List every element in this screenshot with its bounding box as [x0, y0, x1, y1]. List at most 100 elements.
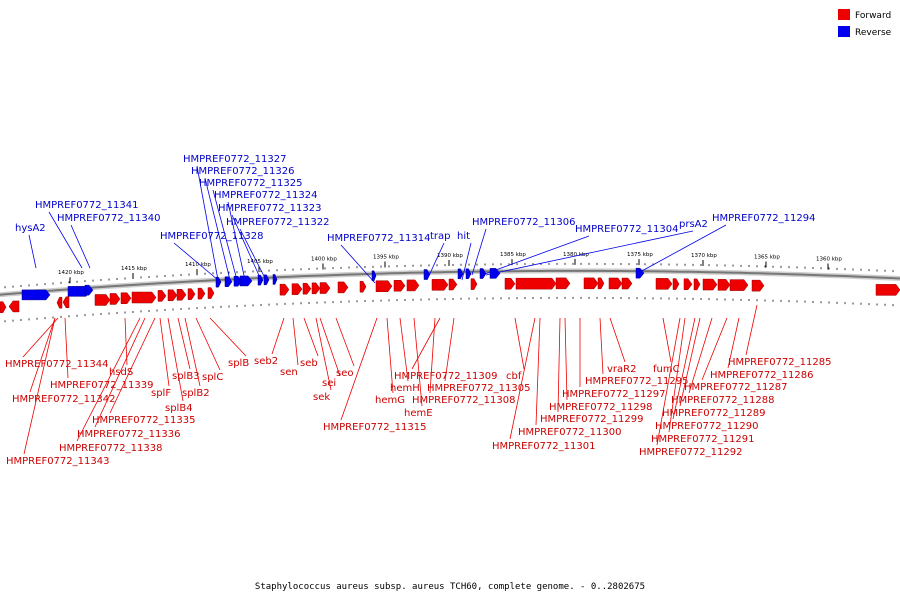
forward-leader-line [679, 317, 701, 407]
forward-gene-label-group: HMPREF0772_11309 [394, 317, 497, 382]
forward-gene-label-group: cbf [506, 317, 525, 382]
forward-gene-label-group: hsdS [109, 317, 133, 378]
forward-gene-label-group: HMPREF0772_11336 [77, 317, 180, 440]
forward-gene-label-group: splF [151, 317, 171, 399]
forward-gene-arrow [56, 296, 63, 309]
reverse-gene-label-group: HMPREF0772_11306 [471, 217, 575, 276]
forward-gene-label-group: HMPREF0772_11342 [12, 317, 115, 405]
scale-label: 1360 kbp [816, 256, 842, 262]
forward-gene-arrow [702, 278, 718, 291]
forward-gene-arrow [375, 280, 393, 292]
reverse-gene-label-group: HMPREF0772_11327 [183, 154, 286, 281]
forward-gene-label: HMPREF0772_11342 [12, 394, 115, 405]
reverse-gene-label: prsA2 [679, 219, 708, 230]
forward-gene-arrow [62, 296, 70, 308]
forward-gene-arrow [621, 277, 633, 290]
forward-gene-arrow [583, 277, 599, 290]
scale-label: 1380 kbp [563, 252, 589, 258]
forward-gene-label-group: HMPREF0772_11297 [562, 318, 665, 400]
forward-leader-line [335, 317, 355, 367]
legend-label: Forward [855, 11, 891, 21]
forward-gene-arrow [279, 283, 290, 296]
forward-gene-label: sen [280, 367, 298, 378]
reverse-gene-label: HMPREF0772_11294 [712, 213, 815, 224]
reverse-leader-line [28, 234, 37, 269]
forward-gene-label-group: sen [280, 317, 299, 378]
reverse-gene-label-group: trap [426, 231, 451, 281]
forward-leader-line [535, 317, 541, 426]
forward-gene-arrow [555, 277, 571, 290]
reverse-leader-line [239, 228, 267, 281]
forward-gene-label: HMPREF0772_11286 [710, 370, 813, 381]
reverse-leader-line [196, 165, 219, 281]
forward-leader-line [411, 317, 441, 370]
backbone-line [0, 269, 900, 296]
forward-gene-label-group: splB4 [165, 317, 193, 414]
forward-gene-arrow [197, 287, 206, 300]
forward-gene-label-group: hemE [404, 317, 433, 419]
reverse-gene-label: trap [430, 231, 451, 242]
forward-gene-label: splB3 [172, 371, 200, 382]
forward-gene-arrow [717, 279, 731, 291]
scale-label: 1405 kbp [247, 259, 273, 265]
forward-gene-label: HMPREF0772_11287 [684, 382, 787, 393]
reverse-gene-label-group: hysA2 [15, 223, 46, 269]
forward-gene-label-group: fumC [653, 317, 680, 375]
reverse-gene-arrow [224, 276, 233, 287]
reverse-leader-line [70, 224, 91, 269]
forward-leader-line [292, 317, 299, 366]
forward-gene-arrow [157, 290, 167, 302]
reverse-gene-arrow [263, 274, 270, 286]
forward-gene-label-group: HMPREF0772_11286 [710, 317, 813, 381]
forward-gene-label-group: HMPREF0772_11295 [585, 317, 688, 387]
forward-gene-label-group: HMPREF0772_11301 [492, 317, 595, 452]
reverse-gene-label-group: HMPREF0772_11294 [639, 213, 815, 273]
forward-leader-line [557, 317, 561, 413]
forward-gene-label: splB [228, 358, 249, 369]
forward-gene-label: splF [151, 388, 171, 399]
reverse-gene-label: HMPREF0772_11306 [472, 217, 575, 228]
forward-leader-line [429, 317, 436, 394]
reverse-gene-arrow [84, 284, 94, 296]
scale-label: 1415 kbp [121, 266, 147, 272]
forward-gene-label: HMPREF0772_11305 [427, 383, 530, 394]
forward-gene-arrow [187, 288, 196, 300]
forward-gene-label-group: HMPREF0772_11299 [540, 317, 643, 425]
reverse-leader-line [231, 214, 262, 281]
reverse-gene-label-group: HMPREF0772_11324 [214, 190, 317, 281]
forward-gene-arrow [470, 278, 478, 290]
scale-label: 1375 kbp [627, 252, 653, 258]
forward-gene-label-group: HMPREF0772_11292 [639, 317, 742, 458]
forward-leader-line [399, 317, 409, 382]
forward-gene-label-group: HMPREF0772_11291 [651, 317, 754, 445]
forward-gene-label: HMPREF0772_11295 [585, 376, 688, 387]
legend-swatch [838, 26, 850, 37]
forward-leader-line [662, 317, 672, 363]
forward-gene-arrow [431, 279, 449, 291]
scale-label: 1420 kbp [58, 270, 84, 276]
forward-gene-label: HMPREF0772_11298 [549, 402, 652, 413]
forward-gene-label: HMPREF0772_11291 [651, 434, 754, 445]
forward-gene-label: sei [322, 378, 336, 389]
forward-gene-arrow [448, 278, 458, 291]
reverse-gene-label-group: HMPREF0772_11328 [160, 231, 263, 281]
reverse-gene-label-group: HMPREF0772_11340 [57, 213, 160, 269]
reverse-gene-arrow [239, 275, 253, 287]
forward-leader-line [701, 317, 728, 381]
forward-gene-label-group: HMPREF0772_11339 [50, 317, 153, 391]
forward-gene-label-group: HMPREF0772_11289 [662, 317, 765, 419]
reverse-gene-label-group: hit [457, 231, 472, 281]
forward-leader-line [76, 317, 141, 442]
forward-gene-arrow [359, 280, 367, 293]
forward-gene-label: cbf [506, 371, 522, 382]
forward-gene-label: hsdS [109, 367, 133, 378]
forward-gene-label: seb [300, 358, 318, 369]
forward-gene-arrow [176, 289, 187, 301]
reverse-leader-line [204, 177, 231, 281]
forward-leader-line [315, 317, 332, 391]
forward-gene-label-group: HMPREF0772_11287 [684, 317, 787, 393]
reverse-gene-label-group: prsA2 [485, 219, 708, 276]
reverse-gene-label-group: HMPREF0772_11326 [191, 166, 294, 281]
forward-gene-label: sek [313, 392, 330, 403]
forward-gene-arrow [672, 278, 680, 290]
